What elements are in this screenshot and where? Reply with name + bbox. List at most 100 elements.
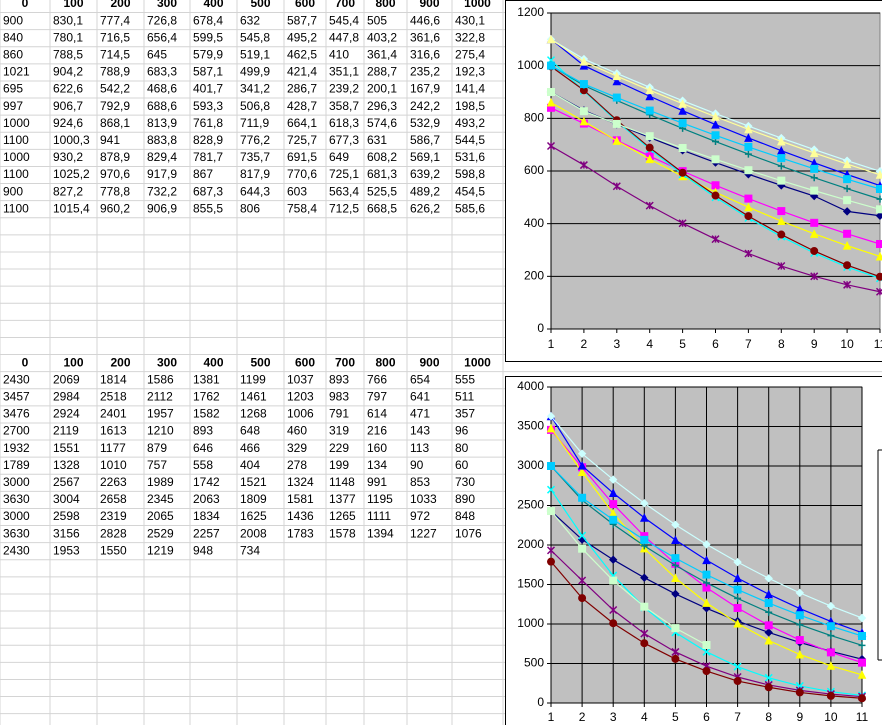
marker: [702, 667, 711, 676]
marker: [733, 618, 742, 628]
y-tick-label: 0: [537, 695, 544, 709]
table-header-cell: 300: [157, 355, 177, 369]
marker: [843, 280, 852, 289]
table-cell: 1613: [100, 424, 127, 438]
marker: [546, 141, 556, 151]
table-cell: 587,7: [287, 13, 317, 27]
table-cell: 664,1: [287, 116, 317, 130]
marker: [796, 621, 804, 629]
table-cell: 90: [410, 458, 424, 472]
table-cell: 1381: [193, 372, 220, 386]
marker: [609, 576, 618, 585]
table-cell: 970,6: [100, 167, 130, 181]
table-cell: 687,3: [193, 184, 223, 198]
table-cell: 454,5: [455, 184, 485, 198]
table-cell: 1581: [287, 492, 314, 506]
table-cell: 519,1: [240, 47, 270, 61]
table-cell: 468,6: [147, 82, 177, 96]
table-cell: 879: [147, 441, 167, 455]
marker: [858, 641, 866, 649]
table-cell: 1814: [100, 372, 127, 386]
marker: [858, 694, 866, 703]
table-cell: 1521: [240, 475, 267, 489]
table-cell: 198,5: [455, 99, 485, 113]
marker: [826, 648, 835, 657]
table-cell: 3476: [3, 407, 30, 421]
marker: [678, 119, 687, 128]
marker: [578, 531, 587, 540]
marker: [876, 195, 882, 203]
table-cell: 1021: [3, 65, 30, 79]
table-cell: 2401: [100, 407, 127, 421]
table-cell: 1100: [3, 201, 29, 215]
marker: [711, 155, 720, 164]
table-cell: 2069: [53, 372, 80, 386]
marker: [744, 249, 753, 258]
table-cell: 668,5: [367, 201, 397, 215]
marker: [876, 205, 882, 214]
marker: [858, 658, 866, 667]
marker: [671, 554, 680, 563]
marker: [875, 287, 882, 296]
marker: [702, 647, 711, 656]
table-cell: 2119: [53, 424, 79, 438]
table-cell: 770,6: [287, 167, 317, 181]
table-cell: 641: [410, 389, 430, 403]
x-tick-label: 6: [703, 710, 710, 724]
marker: [671, 573, 680, 583]
table-cell: 614: [367, 407, 387, 421]
table-cell: 1550: [100, 543, 127, 557]
table-cell: 1377: [329, 492, 356, 506]
marker: [857, 670, 867, 679]
table-cell: 96: [455, 424, 469, 438]
marker: [826, 601, 836, 611]
table-cell: 3630: [3, 492, 30, 506]
x-tick-label: 7: [745, 337, 752, 351]
marker: [577, 467, 587, 477]
marker: [711, 235, 720, 244]
table-cell: 493,2: [455, 116, 485, 130]
table-cell: 1177: [100, 441, 126, 455]
table-cell: 489,2: [410, 184, 440, 198]
table-cell: 357: [455, 407, 475, 421]
table-cell: 446,6: [410, 13, 440, 27]
table-cell: 563,4: [329, 184, 359, 198]
table-header-cell: 500: [250, 355, 270, 369]
table-cell: 3156: [53, 526, 80, 540]
table-cell: 1328: [53, 458, 80, 472]
marker: [810, 218, 819, 227]
table-cell: 2984: [53, 389, 80, 403]
table-cell: 644,3: [240, 184, 270, 198]
x-tick-label: 2: [581, 337, 588, 351]
marker: [609, 515, 618, 524]
table-cell: 2345: [147, 492, 174, 506]
table-cell: 1586: [147, 372, 174, 386]
marker: [842, 207, 852, 216]
table-cell: 1219: [147, 543, 174, 557]
table-cell: 586,7: [410, 133, 440, 147]
table-cell: 511: [455, 389, 474, 403]
table-cell: 403,2: [367, 30, 397, 44]
table-cell: 716,5: [100, 30, 130, 44]
table-cell: 730: [455, 475, 475, 489]
table-cell: 691,5: [287, 150, 317, 164]
marker: [671, 589, 680, 599]
marker: [645, 106, 654, 115]
table-cell: 1076: [455, 526, 482, 540]
marker: [678, 99, 687, 108]
table-cell: 1551: [53, 441, 80, 455]
table-cell: 735,7: [240, 150, 270, 164]
x-tick-label: 3: [610, 710, 617, 724]
table-cell: 593,3: [193, 99, 223, 113]
table-cell: 1199: [240, 372, 266, 386]
table-cell: 883,8: [147, 133, 177, 147]
marker: [578, 594, 587, 603]
table-cell: 906,9: [147, 201, 177, 215]
marker: [744, 133, 753, 142]
marker: [764, 635, 774, 645]
table-cell: 1010: [100, 458, 127, 472]
legend-edge: [877, 449, 882, 661]
table-cell: 2700: [3, 424, 30, 438]
